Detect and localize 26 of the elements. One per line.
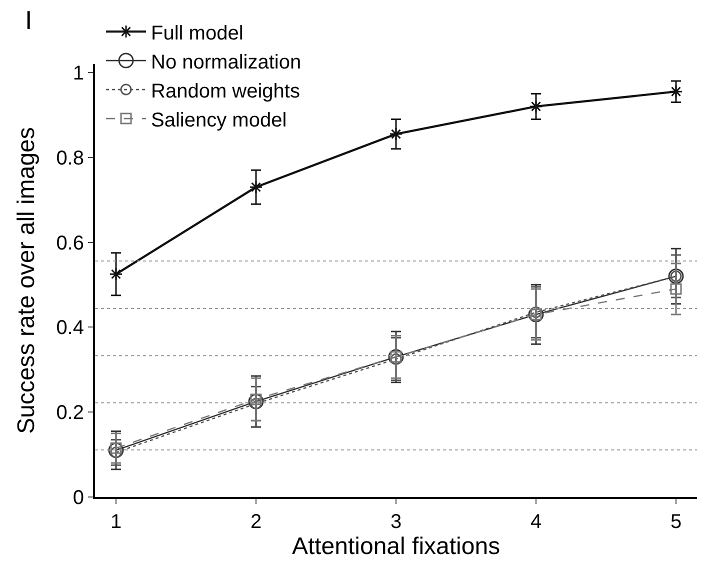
x-tick-label: 3	[390, 511, 402, 533]
legend-label: Full model	[151, 22, 244, 44]
y-tick-label: 0.2	[56, 402, 84, 424]
legend-label: No normalization	[151, 51, 302, 74]
point	[108, 442, 124, 458]
legend-label: Random weights	[151, 80, 300, 102]
y-tick-label: 0.8	[56, 147, 84, 170]
x-tick-label: 4	[530, 511, 542, 533]
point	[389, 127, 403, 141]
y-axis-title: Success rate over all images	[12, 127, 40, 434]
point	[529, 100, 543, 114]
point	[669, 84, 683, 98]
y-tick-label: 0.4	[56, 317, 84, 340]
point	[109, 267, 123, 281]
x-tick-label: 2	[250, 511, 262, 533]
y-tick-label: 0	[72, 487, 84, 509]
legend-label: Saliency model	[151, 109, 287, 132]
y-tick-label: 0.6	[56, 232, 84, 254]
point	[249, 180, 263, 194]
point	[248, 394, 264, 410]
x-tick-label: 1	[110, 511, 122, 533]
x-axis-title: Attentional fixations	[292, 533, 500, 560]
text: I	[25, 5, 32, 35]
x-tick-label: 5	[670, 511, 682, 533]
point	[670, 283, 682, 295]
y-tick-label: 1	[72, 62, 84, 84]
